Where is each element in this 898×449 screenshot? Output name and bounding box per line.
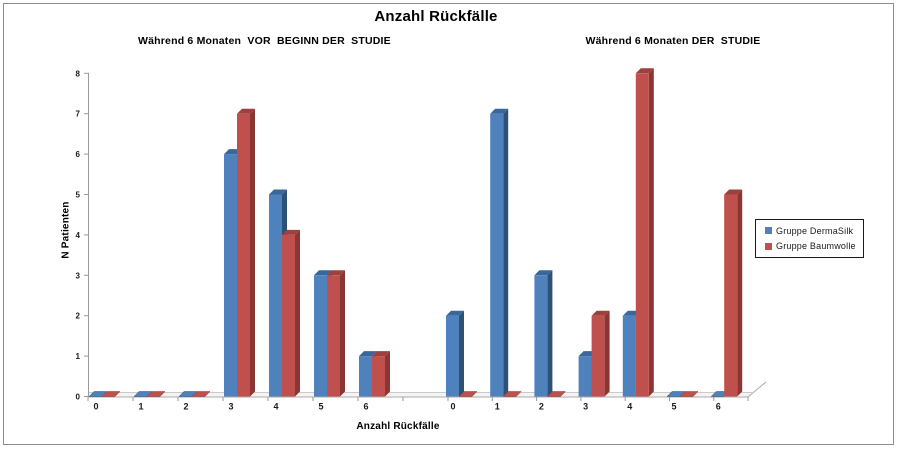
bar bbox=[591, 315, 605, 397]
bar-top bbox=[372, 351, 390, 357]
bar-side bbox=[737, 189, 743, 397]
bar bbox=[372, 356, 385, 397]
bar bbox=[622, 315, 636, 397]
zero-bar bbox=[679, 391, 699, 397]
bar-top bbox=[490, 108, 509, 114]
bar-top bbox=[327, 270, 345, 276]
x-category-label: 1 bbox=[138, 402, 143, 412]
x-category-label: 4 bbox=[627, 402, 632, 412]
subtitle-during-study: Während 6 Monaten DER STUDIE bbox=[585, 35, 761, 47]
zero-bar bbox=[546, 391, 567, 397]
chart-title: Anzahl Rückfälle bbox=[374, 8, 498, 25]
bar bbox=[446, 315, 459, 397]
subtitle-before-study: Während 6 Monaten VOR BEGINN DER STUDIE bbox=[138, 35, 391, 47]
bar bbox=[314, 275, 327, 397]
bar-top bbox=[591, 310, 610, 316]
x-category-label: 1 bbox=[495, 402, 500, 412]
bar bbox=[237, 113, 250, 397]
bar-top bbox=[314, 270, 332, 276]
x-category-label: 0 bbox=[93, 402, 98, 412]
legend-swatch-dermasilk bbox=[765, 227, 772, 235]
y-tick-label: 1 bbox=[76, 352, 81, 361]
bar bbox=[724, 194, 738, 397]
floor-right-edge bbox=[747, 381, 767, 398]
bar-side bbox=[604, 310, 610, 397]
y-tick-label: 4 bbox=[76, 231, 81, 240]
zero-bar bbox=[458, 391, 478, 397]
x-axis-title: Anzahl Rückfälle bbox=[356, 421, 440, 432]
bar-top bbox=[446, 310, 464, 316]
x-category-label: 2 bbox=[183, 402, 188, 412]
bar-top bbox=[724, 189, 743, 195]
bar-side bbox=[547, 270, 553, 397]
bar-top bbox=[635, 68, 654, 74]
y-tick-label: 6 bbox=[76, 150, 81, 159]
bar-side bbox=[250, 108, 255, 397]
x-category-label: 3 bbox=[228, 402, 233, 412]
bar-top bbox=[534, 270, 553, 276]
legend-swatch-baumwolle bbox=[765, 242, 772, 250]
x-category-label: 4 bbox=[273, 402, 278, 412]
x-category-label: 6 bbox=[363, 402, 368, 412]
bar-side bbox=[295, 229, 300, 397]
bar-side bbox=[459, 310, 464, 397]
bar bbox=[282, 234, 295, 397]
zero-bar bbox=[101, 391, 121, 397]
bar bbox=[490, 113, 504, 397]
bar bbox=[578, 356, 592, 397]
bar-top bbox=[269, 189, 287, 195]
legend-entry-baumwolle: Gruppe Baumwolle bbox=[765, 241, 863, 251]
legend-box: Gruppe DermaSilk Gruppe Baumwolle bbox=[755, 219, 864, 258]
y-tick-label: 3 bbox=[76, 271, 81, 280]
bar-side bbox=[385, 351, 390, 397]
bar bbox=[635, 73, 649, 397]
bar bbox=[224, 154, 237, 397]
bar bbox=[327, 275, 340, 397]
x-category-label: 6 bbox=[716, 402, 721, 412]
bar-side bbox=[648, 68, 654, 397]
x-category-label: 0 bbox=[450, 402, 455, 412]
x-category-label: 5 bbox=[318, 402, 323, 412]
y-axis-title: N Patienten bbox=[60, 201, 72, 259]
bar-top bbox=[282, 229, 300, 235]
bar-side bbox=[503, 108, 509, 397]
y-tick-label: 8 bbox=[76, 69, 81, 78]
bar-top bbox=[237, 108, 255, 114]
y-tick-label: 7 bbox=[76, 110, 81, 119]
x-category-label: 3 bbox=[583, 402, 588, 412]
bar bbox=[359, 356, 372, 397]
y-tick-label: 5 bbox=[76, 191, 81, 200]
x-category-label: 5 bbox=[671, 402, 676, 412]
bar bbox=[534, 275, 548, 397]
x-category-label: 2 bbox=[539, 402, 544, 412]
zero-bar bbox=[502, 391, 522, 397]
zero-bar bbox=[146, 391, 166, 397]
legend-label-dermasilk: Gruppe DermaSilk bbox=[776, 225, 854, 236]
legend-label-baumwolle: Gruppe Baumwolle bbox=[776, 241, 856, 252]
bar-side bbox=[340, 270, 345, 397]
bar-top bbox=[359, 351, 377, 357]
y-tick-label: 0 bbox=[76, 393, 81, 402]
y-tick-label: 2 bbox=[76, 312, 81, 321]
legend-entry-dermasilk: Gruppe DermaSilk bbox=[765, 226, 863, 236]
bar bbox=[269, 194, 282, 397]
zero-bar bbox=[191, 391, 211, 397]
